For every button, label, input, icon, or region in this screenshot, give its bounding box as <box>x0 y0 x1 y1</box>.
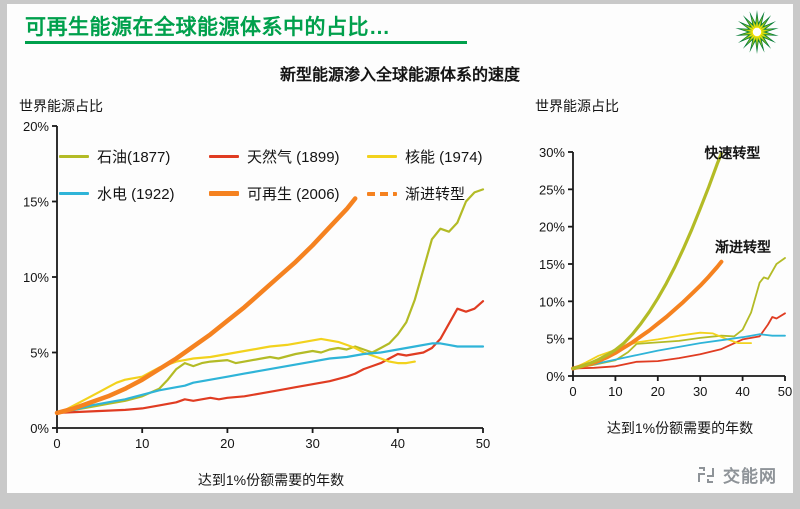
legend-line-swatch-icon <box>209 191 239 196</box>
legend-label: 水电 (1922) <box>97 186 175 203</box>
legend-line-swatch-icon <box>367 191 397 196</box>
legend-line-swatch-icon <box>59 192 89 195</box>
series-line-renewable <box>54 196 358 416</box>
left-chart-x-axis-title: 达到1%份额需要的年数 <box>197 472 345 488</box>
left-chart-svg-host: 0 10 20 30 40 50 0% 5% 10% 15% 20% <box>11 116 497 468</box>
legend-item: 石油(1877) <box>59 146 209 167</box>
y-tick-label: 5% <box>30 346 49 361</box>
legend-item: 天然气 (1899) <box>209 146 367 167</box>
legend-line-swatch-icon <box>59 155 89 158</box>
left-chart-plot: 0 10 20 30 40 50 0% 5% 10% 15% 20% 石油(1877) 天然气 (18… <box>11 116 497 468</box>
x-tick-label: 50 <box>476 436 490 451</box>
x-tick-label: 40 <box>391 436 405 451</box>
legend-item: 水电 (1922) <box>59 183 209 204</box>
legend-label: 天然气 (1899) <box>247 149 340 166</box>
y-tick-label: 0% <box>30 421 49 436</box>
legend-label: 核能 (1974) <box>405 149 483 166</box>
left-chart-legend: 石油(1877) 天然气 (1899) 核能 (1974) 水电 (1922) 可再生 … <box>59 146 505 204</box>
annotation-label: 快速转型 <box>704 145 760 161</box>
historical-chart-block: 世界能源占比 0 10 20 30 40 50 0% 5% 10% 15% 20% 石油(1877)… <box>11 96 497 490</box>
historical-penetration-svg: 0 10 20 30 40 50 0% 5% 10% 15% 20% <box>23 119 490 451</box>
x-tick-label: 20 <box>651 384 665 399</box>
y-tick-label: 20% <box>23 119 49 134</box>
y-tick-label: 20% <box>539 220 565 235</box>
legend-label: 渐进转型 <box>405 186 466 203</box>
legend-label: 可再生 (2006) <box>247 186 340 203</box>
title-underline <box>25 41 467 44</box>
x-tick-label: 50 <box>778 384 792 399</box>
series-line-oil <box>572 257 786 370</box>
y-tick-label: 15% <box>23 195 49 210</box>
x-tick-label: 0 <box>53 436 60 451</box>
series-line-oil <box>55 188 485 414</box>
left-chart-y-axis-title: 世界能源占比 <box>19 98 103 114</box>
x-tick-label: 40 <box>735 384 749 399</box>
x-tick-label: 20 <box>220 436 234 451</box>
legend-line-swatch-icon <box>209 155 239 158</box>
right-chart-plot: 0 10 20 30 40 50 0% 5% 10% 15% 20% 25% 30% 快速转型渐进转型 <box>527 116 797 416</box>
series-line-gas <box>572 312 786 370</box>
series-line-nuclear <box>55 337 416 414</box>
right-chart-svg-host: 0 10 20 30 40 50 0% 5% 10% 15% 20% 25% 30% 快速转型渐进转型 <box>527 116 797 416</box>
legend-label: 石油(1877) <box>97 149 171 166</box>
y-tick-label: 15% <box>539 257 565 272</box>
y-tick-label: 0% <box>546 369 565 384</box>
series-line-hydro <box>572 333 786 370</box>
legend-item: 渐进转型 <box>367 183 505 204</box>
page-title: 可再生能源在全球能源体系中的占比… <box>25 16 391 39</box>
watermark-text: 交能网 <box>723 467 777 486</box>
series-line-hydro <box>55 342 485 414</box>
x-tick-label: 10 <box>608 384 622 399</box>
x-tick-label: 30 <box>693 384 707 399</box>
annotation-label: 渐进转型 <box>715 239 771 255</box>
series-line-gas <box>55 300 485 414</box>
y-tick-label: 30% <box>539 145 565 160</box>
jiaonengwang-logo-icon <box>698 466 714 483</box>
y-tick-label: 25% <box>539 182 565 197</box>
right-chart-x-axis-title: 达到1%份额需要的年数 <box>606 420 754 436</box>
right-chart-y-axis-title: 世界能源占比 <box>535 98 619 114</box>
slide: 可再生能源在全球能源体系中的占比… 新型能源渗入全球能源体系的速度 世界能源占比… <box>7 4 793 493</box>
legend-item: 核能 (1974) <box>367 146 505 167</box>
x-tick-label: 10 <box>135 436 149 451</box>
series-line-fast-transition <box>571 151 723 371</box>
scenario-chart-block: 世界能源占比 0 10 20 30 40 50 0% 5% 10% 15% 20% 25% 30% 快速转… <box>527 96 797 438</box>
bp-helios-logo-icon <box>735 10 779 54</box>
watermark: 交能网 <box>696 462 777 487</box>
legend-item: 可再生 (2006) <box>209 183 367 204</box>
y-tick-label: 10% <box>539 294 565 309</box>
y-tick-label: 10% <box>23 270 49 285</box>
x-tick-label: 30 <box>305 436 319 451</box>
legend-line-swatch-icon <box>367 155 397 158</box>
x-tick-label: 0 <box>569 384 576 399</box>
chart-main-title: 新型能源渗入全球能源体系的速度 <box>279 67 520 84</box>
y-tick-label: 5% <box>546 332 565 347</box>
